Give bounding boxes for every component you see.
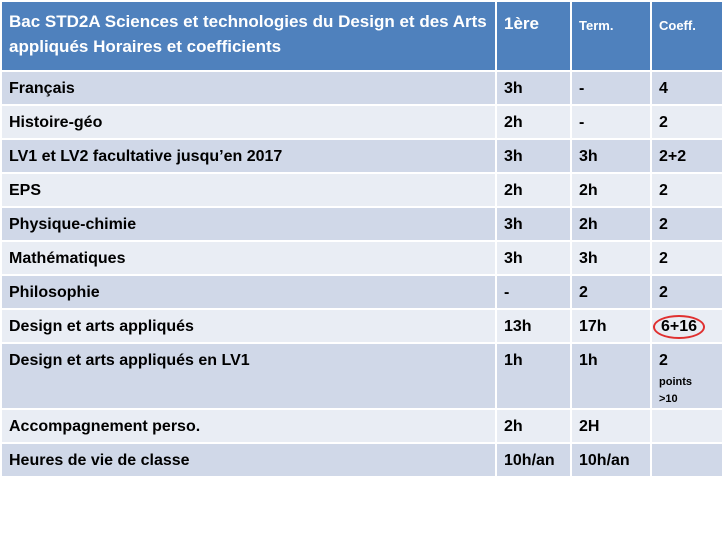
- first-year-cell: -: [495, 274, 572, 310]
- coefficient-note-line2: >10: [659, 393, 678, 405]
- coefficient-cell: [650, 442, 724, 478]
- header-coefficient: Coeff.: [650, 0, 724, 72]
- header-terminal: Term.: [570, 0, 652, 72]
- terminal-cell: 2h: [570, 172, 652, 208]
- schedule-table-container: Bac STD2A Sciences et technologies du De…: [0, 0, 724, 478]
- table-header-row: Bac STD2A Sciences et technologies du De…: [0, 0, 724, 72]
- first-year-cell: 2h: [495, 104, 572, 140]
- subject-cell: Mathématiques: [0, 240, 497, 276]
- first-year-cell: 3h: [495, 70, 572, 106]
- subject-cell: Design et arts appliqués en LV1: [0, 342, 497, 410]
- terminal-cell: 3h: [570, 138, 652, 174]
- subject-cell: Accompagnement perso.: [0, 408, 497, 444]
- terminal-cell: 2h: [570, 206, 652, 242]
- table-row-mathematiques: Mathématiques 3h 3h 2: [0, 240, 724, 276]
- coefficient-cell: 4: [650, 70, 724, 106]
- terminal-cell: 2: [570, 274, 652, 310]
- terminal-cell: 3h: [570, 240, 652, 276]
- coefficient-cell: 2: [650, 172, 724, 208]
- terminal-cell: 2H: [570, 408, 652, 444]
- coefficient-cell: 6+16: [650, 308, 724, 344]
- table-row-lv1-lv2: LV1 et LV2 facultative jusqu’en 2017 3h …: [0, 138, 724, 174]
- table-row-design-arts: Design et arts appliqués 13h 17h 6+16: [0, 308, 724, 344]
- subject-cell: Histoire-géo: [0, 104, 497, 140]
- terminal-cell: -: [570, 104, 652, 140]
- coefficient-note-line1: points: [659, 376, 692, 388]
- schedule-table: Bac STD2A Sciences et technologies du De…: [0, 0, 724, 478]
- subject-cell: LV1 et LV2 facultative jusqu’en 2017: [0, 138, 497, 174]
- coefficient-cell: 2: [650, 206, 724, 242]
- table-row-vie-de-classe: Heures de vie de classe 10h/an 10h/an: [0, 442, 724, 478]
- first-year-cell: 3h: [495, 206, 572, 242]
- first-year-cell: 10h/an: [495, 442, 572, 478]
- header-first-year: 1ère: [495, 0, 572, 72]
- coefficient-cell: 2 points >10: [650, 342, 724, 410]
- coefficient-value: 2: [659, 352, 668, 369]
- table-title: Bac STD2A Sciences et technologies du De…: [0, 0, 497, 72]
- terminal-cell: 1h: [570, 342, 652, 410]
- terminal-cell: -: [570, 70, 652, 106]
- subject-cell: EPS: [0, 172, 497, 208]
- subject-cell: Physique-chimie: [0, 206, 497, 242]
- first-year-cell: 2h: [495, 408, 572, 444]
- table-row-histoire-geo: Histoire-géo 2h - 2: [0, 104, 724, 140]
- terminal-cell: 10h/an: [570, 442, 652, 478]
- first-year-cell: 13h: [495, 308, 572, 344]
- coefficient-cell: 2: [650, 274, 724, 310]
- table-row-philosophie: Philosophie - 2 2: [0, 274, 724, 310]
- coefficient-cell: [650, 408, 724, 444]
- highlighted-coefficient: 6+16: [653, 315, 706, 339]
- table-row-physique-chimie: Physique-chimie 3h 2h 2: [0, 206, 724, 242]
- terminal-cell: 17h: [570, 308, 652, 344]
- coefficient-cell: 2: [650, 240, 724, 276]
- subject-cell: Heures de vie de classe: [0, 442, 497, 478]
- table-row-accompagnement: Accompagnement perso. 2h 2H: [0, 408, 724, 444]
- first-year-cell: 3h: [495, 138, 572, 174]
- first-year-cell: 2h: [495, 172, 572, 208]
- subject-cell: Français: [0, 70, 497, 106]
- subject-cell: Design et arts appliqués: [0, 308, 497, 344]
- coefficient-cell: 2+2: [650, 138, 724, 174]
- first-year-cell: 1h: [495, 342, 572, 410]
- table-row-eps: EPS 2h 2h 2: [0, 172, 724, 208]
- table-row-design-arts-lv1: Design et arts appliqués en LV1 1h 1h 2 …: [0, 342, 724, 410]
- subject-cell: Philosophie: [0, 274, 497, 310]
- coefficient-cell: 2: [650, 104, 724, 140]
- first-year-cell: 3h: [495, 240, 572, 276]
- table-row-francais: Français 3h - 4: [0, 70, 724, 106]
